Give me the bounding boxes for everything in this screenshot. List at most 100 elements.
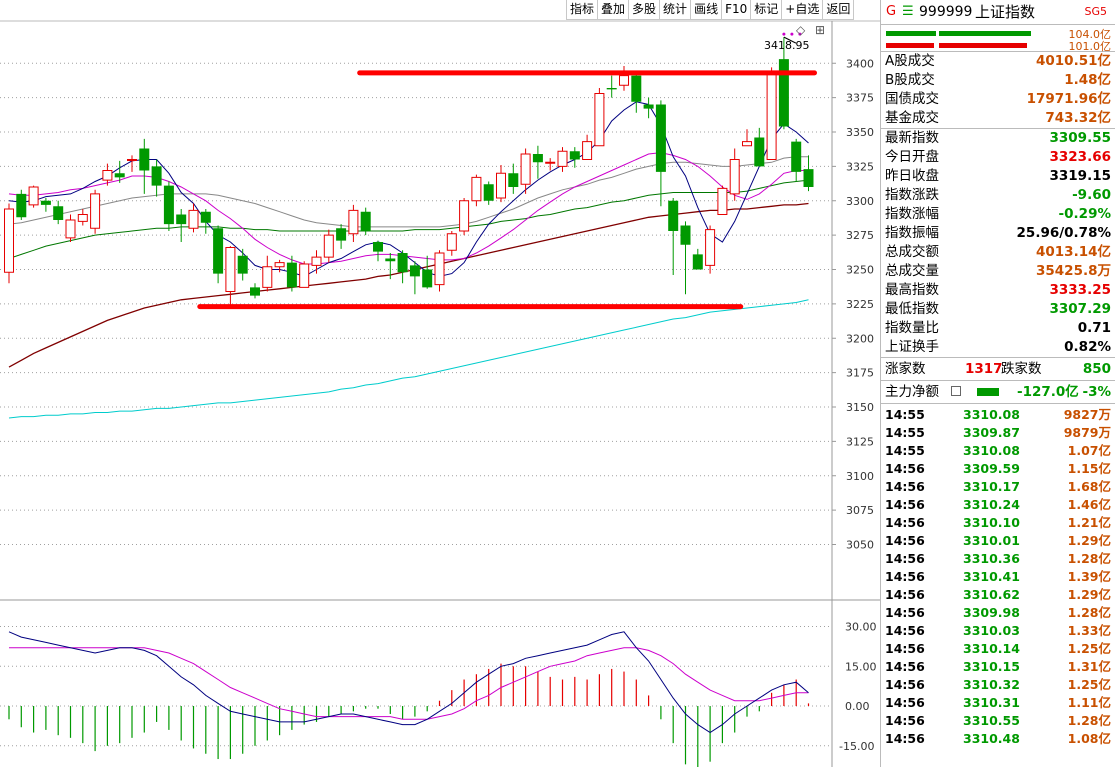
tick-time: 14:55 bbox=[885, 425, 925, 440]
tick-price: 3310.10 bbox=[963, 515, 1020, 530]
capital-list-icon[interactable] bbox=[951, 386, 961, 396]
tick-time: 14:56 bbox=[885, 479, 925, 494]
ma20-line bbox=[8, 156, 809, 228]
kline-chart-panel[interactable]: 3400 3375 3350 3325 3300 3275 3250 3225 3200 3175… bbox=[0, 0, 880, 767]
candle-body bbox=[545, 161, 556, 164]
tick-amount: 1.25亿 bbox=[1067, 641, 1111, 656]
candle-body bbox=[606, 88, 617, 90]
up-count: 1317 bbox=[965, 361, 1003, 377]
price-axis-label: 3400 bbox=[846, 57, 874, 70]
candle-body bbox=[102, 170, 113, 181]
tick-time: 14:56 bbox=[885, 551, 925, 566]
tick-price: 3310.55 bbox=[963, 713, 1020, 728]
candle-body bbox=[742, 141, 752, 147]
candle-body bbox=[65, 219, 76, 239]
tick-time: 14:56 bbox=[885, 641, 925, 656]
tick-amount: 1.39亿 bbox=[1067, 569, 1111, 584]
kline-chart[interactable]: 3400 3375 3350 3325 3300 3275 3250 3225 3200 3175… bbox=[0, 0, 880, 767]
settings-icon[interactable]: ⊞ bbox=[815, 23, 825, 37]
statistics-button[interactable]: 统计 bbox=[660, 0, 692, 20]
tick-price: 3310.24 bbox=[963, 497, 1020, 512]
tick-row: 14:55 3310.08 1.07亿 bbox=[881, 442, 1115, 460]
tick-price: 3310.08 bbox=[963, 443, 1020, 458]
candle-body bbox=[237, 255, 248, 274]
tick-row: 14:55 3309.87 9879万 bbox=[881, 424, 1115, 442]
candle-body bbox=[139, 148, 150, 171]
capital-bar bbox=[977, 388, 999, 396]
candle-body bbox=[803, 169, 814, 187]
macd-axis-label: 30.00 bbox=[845, 621, 877, 634]
tick-row: 14:56 3310.14 1.25亿 bbox=[881, 640, 1115, 658]
tick-price: 3310.48 bbox=[963, 731, 1020, 746]
tick-amount: 1.28亿 bbox=[1067, 713, 1111, 728]
candle-body bbox=[4, 208, 14, 273]
candle-body bbox=[262, 266, 273, 288]
candle-body bbox=[213, 228, 224, 274]
tick-price: 3310.17 bbox=[963, 479, 1020, 494]
tick-time: 14:56 bbox=[885, 569, 925, 584]
candle-body bbox=[680, 225, 691, 245]
candle-body bbox=[28, 186, 39, 206]
candle-body bbox=[446, 233, 457, 251]
multi-stock-button[interactable]: 多股 bbox=[629, 0, 661, 20]
tick-amount: 1.33亿 bbox=[1067, 623, 1111, 638]
tick-list[interactable]: 14:55 3310.08 9827万 14:55 3309.87 9879万 14:55 3… bbox=[881, 403, 1115, 748]
f10-button[interactable]: F10 bbox=[722, 0, 752, 20]
price-axis-label: 3325 bbox=[846, 160, 874, 173]
candle-body bbox=[200, 211, 211, 223]
tick-row: 14:56 3310.62 1.29亿 bbox=[881, 586, 1115, 604]
price-axis-label: 3075 bbox=[846, 504, 874, 517]
candle-body bbox=[188, 209, 199, 229]
tick-time: 14:56 bbox=[885, 461, 925, 476]
down-count: 850 bbox=[1082, 361, 1111, 377]
candle-body bbox=[778, 59, 789, 127]
g-badge[interactable]: G bbox=[886, 4, 897, 19]
macd-axis-label: 15.00 bbox=[845, 660, 877, 673]
price-axis-label: 3100 bbox=[846, 470, 874, 483]
back-button[interactable]: 返回 bbox=[823, 0, 855, 20]
candle-body bbox=[582, 141, 593, 160]
tick-amount: 1.21亿 bbox=[1067, 515, 1111, 530]
add-watchlist-button[interactable]: +自选 bbox=[782, 0, 824, 20]
candle-body bbox=[619, 75, 629, 86]
candle-body bbox=[483, 184, 494, 201]
volume-row: A股成交 4010.51亿 bbox=[885, 53, 1111, 69]
candle-body bbox=[409, 265, 420, 277]
diamond-marker-icon[interactable]: ◇ bbox=[796, 23, 806, 37]
indicator-button[interactable]: 指标 bbox=[567, 0, 599, 20]
tick-row: 14:56 3310.01 1.29亿 bbox=[881, 532, 1115, 550]
overlay-button[interactable]: 叠加 bbox=[598, 0, 630, 20]
stock-code: 999999 bbox=[919, 4, 973, 20]
candle-body bbox=[754, 137, 765, 167]
sg-tag[interactable]: SG5 bbox=[1084, 5, 1107, 18]
price-axis-label: 3375 bbox=[846, 92, 874, 105]
ma10-line bbox=[8, 152, 809, 265]
volume-row: 国债成交 17971.96亿 bbox=[885, 91, 1111, 107]
buy-bar-2 bbox=[939, 31, 1031, 36]
candle-body bbox=[594, 93, 605, 147]
tick-amount: 1.07亿 bbox=[1067, 443, 1111, 458]
candle-body bbox=[631, 75, 642, 102]
tick-row: 14:56 3310.32 1.25亿 bbox=[881, 676, 1115, 694]
price-axis-label: 3125 bbox=[846, 435, 874, 448]
tick-time: 14:56 bbox=[885, 605, 925, 620]
mark-button[interactable]: 标记 bbox=[751, 0, 783, 20]
buy-bar bbox=[886, 31, 936, 36]
candle-body bbox=[336, 228, 347, 241]
menu-icon[interactable]: ☰ bbox=[902, 4, 914, 19]
candle-body bbox=[471, 176, 482, 202]
candle-body bbox=[655, 104, 666, 172]
price-axis-label: 3050 bbox=[846, 539, 874, 552]
tick-time: 14:56 bbox=[885, 515, 925, 530]
sell-bar bbox=[886, 43, 934, 48]
candle-body bbox=[348, 209, 359, 235]
up-count-label: 涨家数 bbox=[885, 361, 926, 377]
candle-body bbox=[77, 214, 88, 222]
breadth-row: 涨家数 1317 跌家数 850 bbox=[881, 357, 1115, 380]
tick-time: 14:55 bbox=[885, 443, 925, 458]
macd-axis-label: -15.00 bbox=[839, 740, 874, 753]
candle-body bbox=[557, 150, 568, 167]
stat-row: 指数振幅 25.96/0.78% bbox=[885, 225, 1111, 241]
tick-price: 3309.98 bbox=[963, 605, 1020, 620]
draw-line-button[interactable]: 画线 bbox=[691, 0, 723, 20]
